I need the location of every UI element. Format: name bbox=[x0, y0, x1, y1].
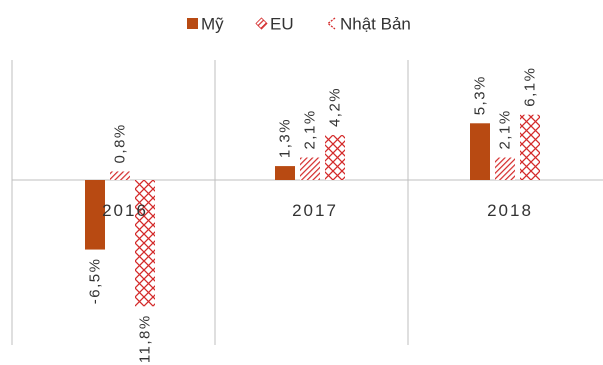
legend-label-eu: EU bbox=[270, 15, 294, 34]
labels: 2016 2017 2018 -6,5% 1,3% 5,3% 0,8% 2,1% 2,1% -11… bbox=[87, 67, 539, 365]
category-label-2016: 2016 bbox=[102, 201, 148, 220]
bar-eu-2018 bbox=[495, 157, 515, 180]
data-label-eu-2018: 2,1% bbox=[497, 109, 514, 149]
bar-nhat-ban-2017 bbox=[325, 135, 345, 180]
bars bbox=[85, 114, 540, 307]
legend-swatch-eu bbox=[255, 17, 268, 30]
bar-eu-2016 bbox=[110, 171, 130, 180]
data-label-my-2016: -6,5% bbox=[87, 258, 104, 305]
legend-swatch-my bbox=[187, 18, 198, 29]
category-label-2018: 2018 bbox=[487, 201, 533, 220]
legend-label-my: Mỹ bbox=[201, 15, 224, 34]
legend-label-nhat-ban: Nhật Bản bbox=[340, 15, 411, 34]
data-label-nhat-ban-2017: 4,2% bbox=[327, 87, 344, 127]
data-label-eu-2017: 2,1% bbox=[302, 109, 319, 149]
bar-my-2018 bbox=[470, 123, 490, 180]
legend: Mỹ EU Nhật Bản bbox=[187, 15, 411, 34]
data-label-nhat-ban-2016: -11,8% bbox=[137, 314, 154, 365]
bar-my-2017 bbox=[275, 166, 295, 180]
bar-nhat-ban-2016 bbox=[135, 180, 155, 307]
data-label-nhat-ban-2018: 6,1% bbox=[522, 67, 539, 107]
bar-eu-2017 bbox=[300, 157, 320, 180]
data-label-eu-2016: 0,8% bbox=[112, 123, 129, 163]
bar-my-2016 bbox=[85, 180, 105, 250]
data-label-my-2017: 1,3% bbox=[277, 118, 294, 158]
legend-swatch-nhat-ban bbox=[326, 17, 336, 30]
category-label-2017: 2017 bbox=[292, 201, 338, 220]
bar-nhat-ban-2018 bbox=[520, 114, 540, 180]
data-label-my-2018: 5,3% bbox=[472, 75, 489, 115]
